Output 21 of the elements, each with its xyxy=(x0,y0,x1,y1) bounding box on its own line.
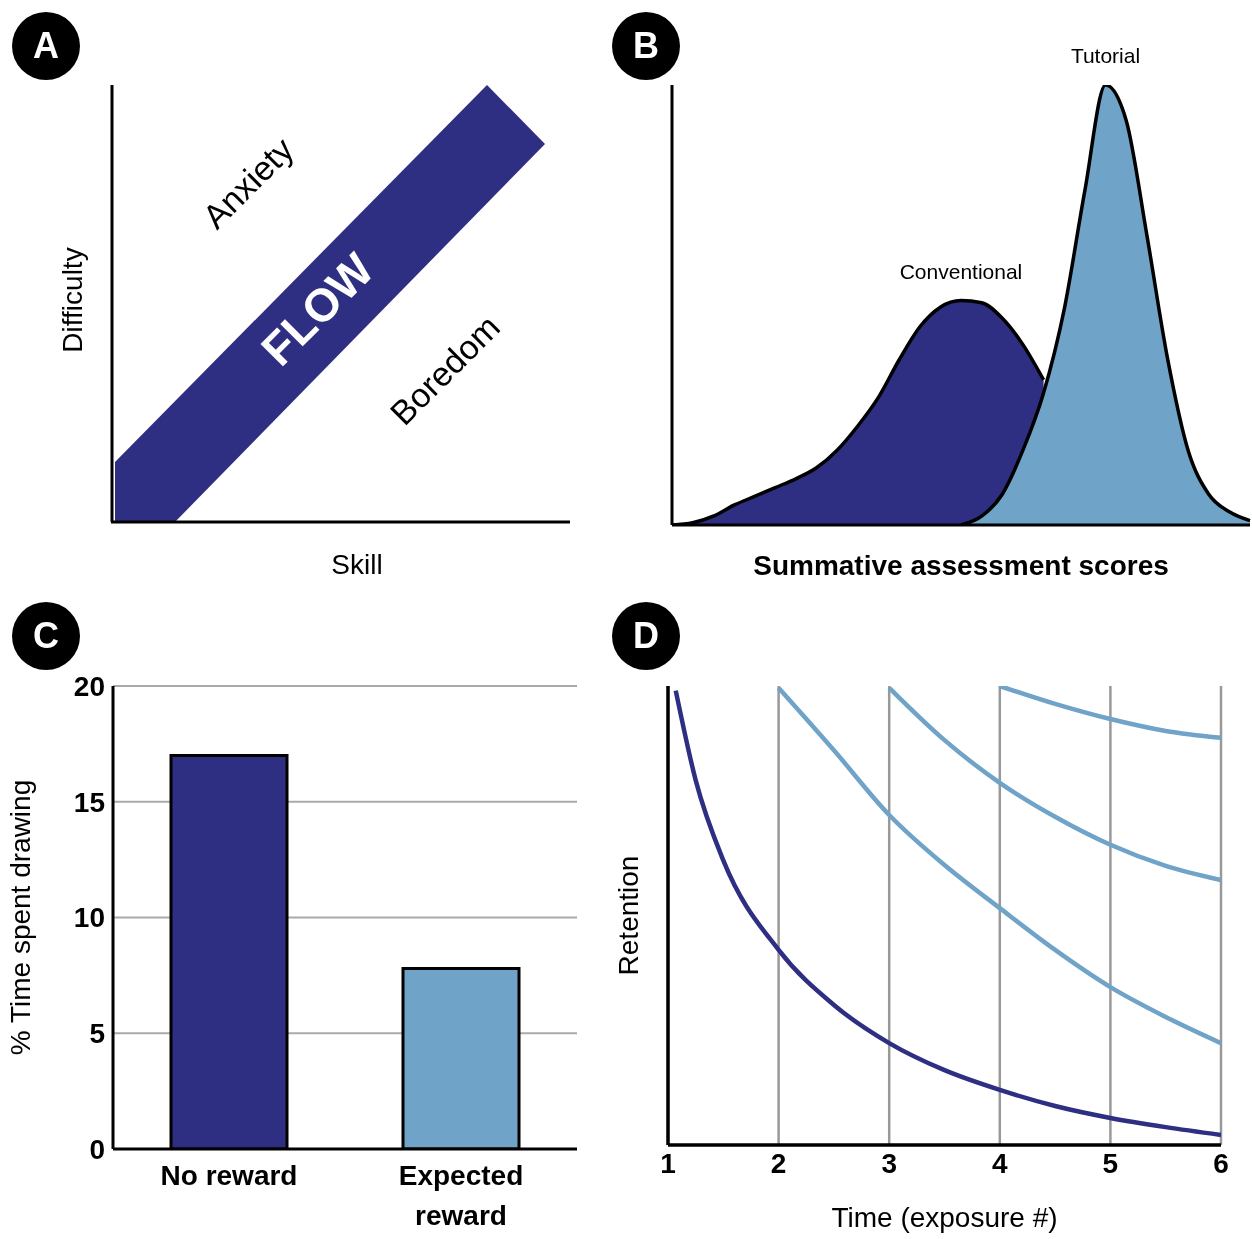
x-axis-title: Summative assessment scores xyxy=(753,550,1169,581)
y-axis-title: Retention xyxy=(612,855,644,976)
y-tick-label: 0 xyxy=(89,1133,105,1165)
y-tick-label: 10 xyxy=(73,902,105,934)
x-tick-label: 6 xyxy=(1213,1147,1229,1179)
series-label: Conventional xyxy=(899,259,1023,283)
text: Difficulty xyxy=(57,247,89,353)
y-tick-label: 15 xyxy=(73,786,105,818)
x-tick-label: No reward xyxy=(160,1160,298,1191)
x-tick-label: 1 xyxy=(660,1147,676,1179)
x-tick-label: 5 xyxy=(1102,1147,1119,1179)
y-tick-label: 20 xyxy=(73,670,105,702)
x-tick-label: Expected reward xyxy=(398,1160,524,1231)
x-axis-title: Time (exposure #) xyxy=(831,1202,1058,1233)
y-tick-label: 5 xyxy=(89,1018,105,1050)
y-axis-title: % Time spent drawing xyxy=(4,779,36,1056)
x-tick-label: 4 xyxy=(992,1147,1009,1179)
x-tick-label: 2 xyxy=(770,1147,787,1179)
text: Skill xyxy=(331,549,383,581)
x-tick-label: 3 xyxy=(881,1147,897,1179)
series-label: Tutorial xyxy=(1070,44,1141,67)
